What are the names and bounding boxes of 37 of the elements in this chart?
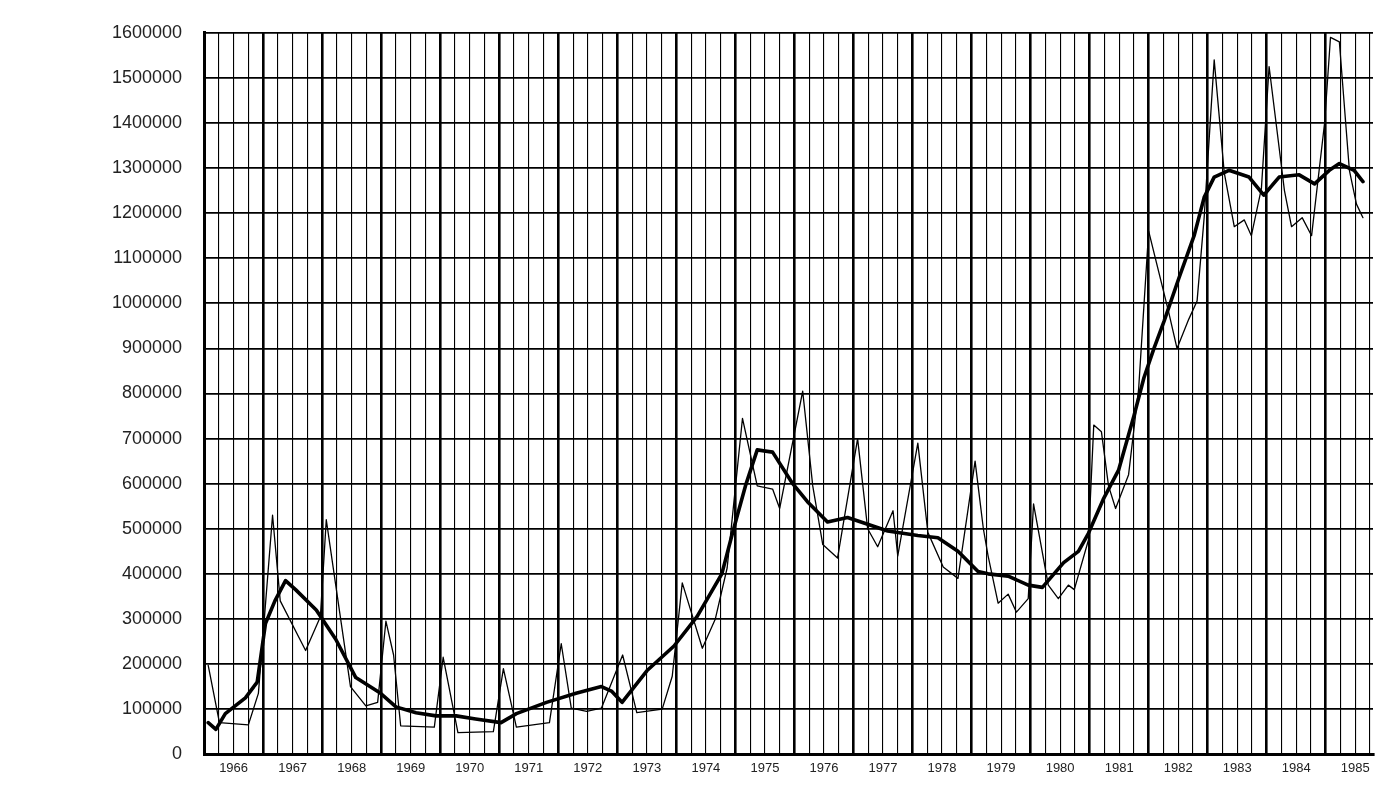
y-tick-label: 700000 xyxy=(122,427,183,448)
x-tick-label: 1969 xyxy=(396,759,426,775)
x-tick-label: 1980 xyxy=(1045,759,1075,775)
x-tick-label: 1967 xyxy=(278,759,308,775)
y-tick-label: 900000 xyxy=(122,337,183,358)
x-tick-label: 1970 xyxy=(455,759,485,775)
x-tick-label: 1977 xyxy=(868,759,898,775)
y-tick-label: 1000000 xyxy=(112,292,183,313)
x-tick-label: 1973 xyxy=(632,759,662,775)
x-tick-label: 1985 xyxy=(1340,759,1370,775)
x-tick-label: 1972 xyxy=(573,759,603,775)
x-tick-label: 1971 xyxy=(514,759,544,775)
y-tick-label: 300000 xyxy=(122,607,183,628)
y-tick-label: 200000 xyxy=(122,652,183,673)
y-tick-label: 100000 xyxy=(122,698,183,719)
y-tick-label: 0 xyxy=(172,743,183,764)
y-tick-label: 1600000 xyxy=(112,21,183,42)
y-tick-label: 1200000 xyxy=(112,202,183,223)
y-tick-label: 600000 xyxy=(122,472,183,493)
x-tick-label: 1981 xyxy=(1104,759,1134,775)
y-tick-label: 400000 xyxy=(122,562,183,583)
y-tick-label: 1300000 xyxy=(112,157,183,178)
y-tick-label: 1400000 xyxy=(112,111,183,132)
x-tick-label: 1983 xyxy=(1222,759,1252,775)
x-tick-label: 1968 xyxy=(337,759,367,775)
y-tick-label: 800000 xyxy=(122,382,183,403)
y-tick-label: 500000 xyxy=(122,517,183,538)
x-tick-label: 1982 xyxy=(1163,759,1193,775)
y-tick-label: 1500000 xyxy=(112,66,183,87)
x-tick-label: 1979 xyxy=(986,759,1016,775)
x-tick-label: 1976 xyxy=(809,759,839,775)
x-tick-label: 1974 xyxy=(691,759,721,775)
x-tick-label: 1975 xyxy=(750,759,780,775)
x-tick-label: 1966 xyxy=(219,759,249,775)
x-tick-label: 1978 xyxy=(927,759,957,775)
x-tick-label: 1984 xyxy=(1281,759,1311,775)
y-tick-label: 1100000 xyxy=(113,247,183,268)
